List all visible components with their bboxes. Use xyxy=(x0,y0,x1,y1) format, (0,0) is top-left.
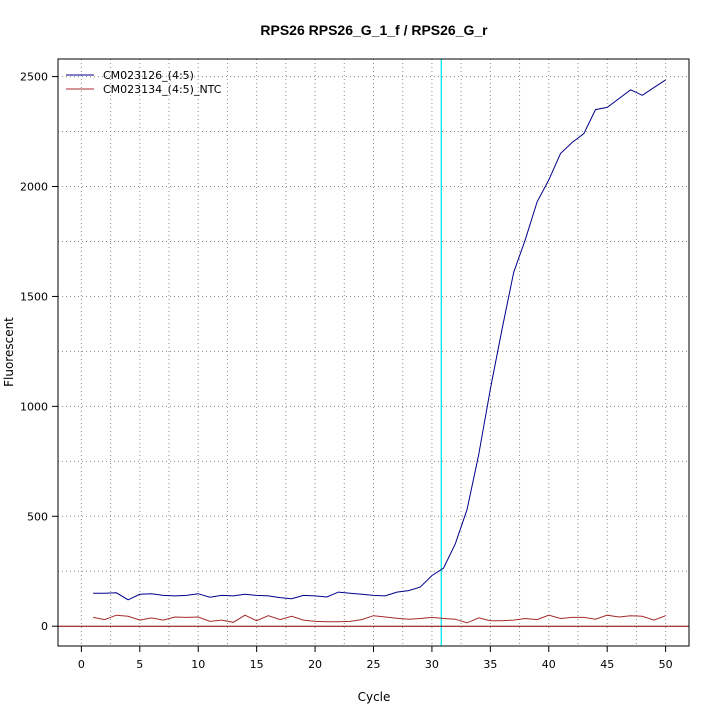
x-tick-label: 50 xyxy=(659,658,673,671)
series-line-2 xyxy=(93,614,666,624)
x-axis-label: Cycle xyxy=(358,690,391,704)
x-tick-label: 30 xyxy=(425,658,439,671)
x-tick-label: 10 xyxy=(191,658,205,671)
y-tick-label: 1500 xyxy=(20,290,48,303)
legend: CM023126_(4:5)CM023134_(4:5)_NTC xyxy=(66,69,222,96)
legend-label: CM023126_(4:5) xyxy=(103,69,194,82)
y-tick-label: 2500 xyxy=(20,71,48,84)
y-tick-label: 2000 xyxy=(20,181,48,194)
y-tick-label: 0 xyxy=(41,620,48,633)
series-line-1 xyxy=(93,79,666,601)
x-tick-label: 15 xyxy=(250,658,264,671)
chart-title: RPS26 RPS26_G_1_f / RPS26_G_r xyxy=(260,22,488,38)
x-tick-label: 20 xyxy=(308,658,322,671)
y-axis-label: Fluorescent xyxy=(2,317,16,387)
x-tick-label: 45 xyxy=(600,658,614,671)
x-tick-label: 40 xyxy=(542,658,556,671)
y-tick-label: 1000 xyxy=(20,400,48,413)
threshold-layer xyxy=(58,59,689,646)
x-tick-label: 5 xyxy=(136,658,143,671)
legend-label: CM023134_(4:5)_NTC xyxy=(103,83,222,96)
y-tick-label: 500 xyxy=(27,510,48,523)
x-tick-label: 25 xyxy=(367,658,381,671)
series-layer xyxy=(93,79,666,624)
y-axis: 0 500 1000 1500 2000 2500 xyxy=(20,71,58,633)
x-axis: 0 5 10 15 20 25 30 35 40 45 50 xyxy=(78,646,673,671)
x-tick-label: 0 xyxy=(78,658,85,671)
x-tick-label: 35 xyxy=(483,658,497,671)
